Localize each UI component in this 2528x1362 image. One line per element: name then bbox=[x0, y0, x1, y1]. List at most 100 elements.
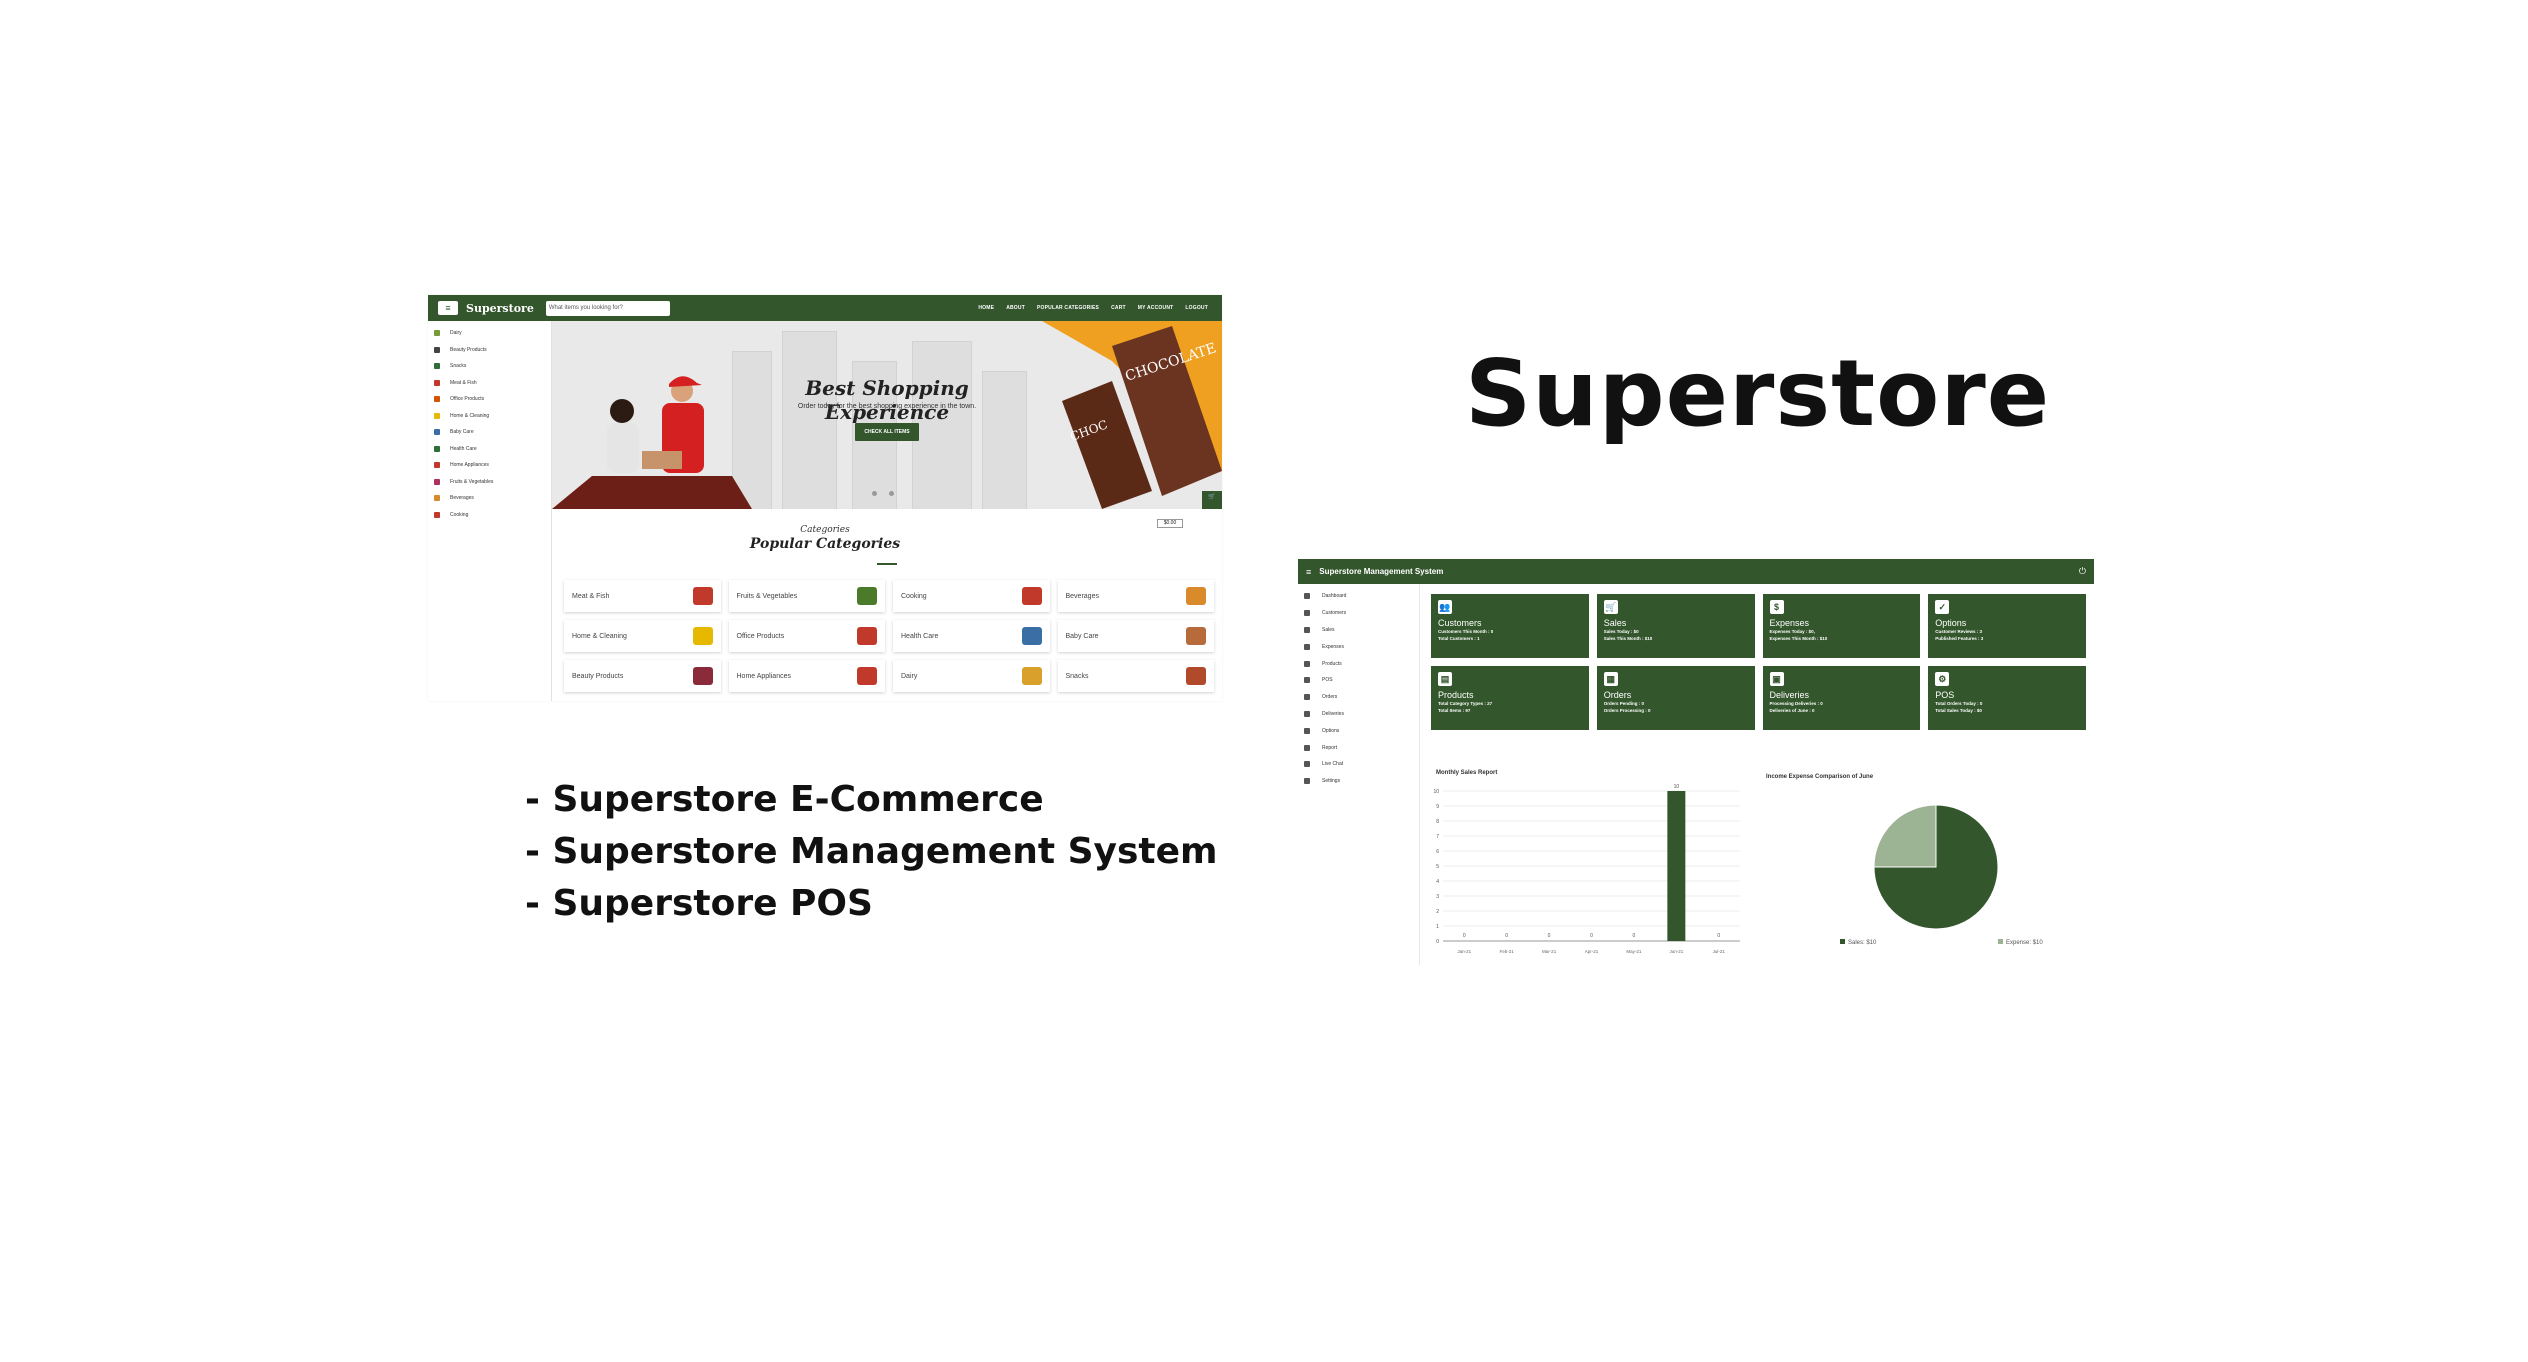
category-card-health-care[interactable]: Health Care bbox=[893, 620, 1050, 652]
x-tick-label: Apr-21 bbox=[1585, 949, 1599, 954]
category-label: Dairy bbox=[901, 672, 918, 680]
sidebar-item-health-care[interactable]: Health Care bbox=[428, 441, 551, 458]
beverages-icon bbox=[434, 495, 440, 502]
sidebar-item-expenses[interactable]: Expenses bbox=[1298, 638, 1419, 655]
stat-card-options[interactable]: ✓ Options Customer Reviews : 3 Published Fe… bbox=[1928, 594, 2086, 658]
sidebar-item-settings[interactable]: Settings bbox=[1298, 773, 1419, 790]
sidebar-item-sales[interactable]: Sales bbox=[1298, 622, 1419, 639]
stat-card-customers[interactable]: 👥 Customers Customers This Month : 0 Total … bbox=[1431, 594, 1589, 658]
stat-card-expenses[interactable]: $ Expenses Expenses Today : $0, Expenses Th… bbox=[1762, 594, 1921, 658]
search-input[interactable]: What items you looking for? bbox=[545, 300, 670, 316]
category-label: Beverages bbox=[1065, 592, 1099, 600]
sidebar-item-cooking[interactable]: Cooking bbox=[428, 507, 551, 524]
category-grid: Meat & Fish Fruits & Vegetables Cooking Bev… bbox=[564, 580, 1214, 692]
nav-link-home[interactable]: HOME bbox=[978, 305, 995, 311]
category-card-dairy[interactable]: Dairy bbox=[893, 660, 1050, 692]
nav-link-logout[interactable]: LOGOUT bbox=[1185, 305, 1208, 311]
gear-icon: ⚙ bbox=[1935, 672, 1950, 686]
x-tick-label: Mar-21 bbox=[1542, 949, 1557, 954]
category-card-office-products[interactable]: Office Products bbox=[728, 620, 885, 652]
category-card-baby-care[interactable]: Baby Care bbox=[1057, 620, 1214, 652]
category-card-fruits-and-vegetables[interactable]: Fruits & Vegetables bbox=[728, 580, 885, 612]
shop-navbar: ≡ Superstore What items you looking for?… bbox=[428, 295, 1222, 321]
stat-card-line: Expenses Today : $0, bbox=[1769, 629, 1815, 634]
stat-card-pos[interactable]: ⚙ POS Total Orders Today : 0 Total Sales To… bbox=[1928, 666, 2086, 730]
check-icon: ✓ bbox=[1935, 600, 1950, 614]
nav-link-my-account[interactable]: MY ACCOUNT bbox=[1137, 305, 1174, 311]
shop-brand[interactable]: Superstore bbox=[466, 301, 534, 315]
live-chat-icon bbox=[1304, 761, 1310, 768]
cart-icon[interactable]: 🛒 bbox=[1202, 491, 1222, 509]
menu-icon[interactable]: ≡ bbox=[1306, 566, 1312, 577]
stat-card-deliveries[interactable]: ▣ Deliveries Processing Deliveries : 0 Deli… bbox=[1762, 666, 1921, 730]
sidebar-item-label: Orders bbox=[1322, 694, 1338, 701]
stat-card-title: POS bbox=[1935, 690, 1955, 700]
category-label: Meat & Fish bbox=[572, 592, 610, 600]
sidebar-item-beauty-products[interactable]: Beauty Products bbox=[428, 342, 551, 359]
stat-card-orders[interactable]: ▦ Orders Orders Pending : 0 Orders Processi… bbox=[1596, 666, 1755, 730]
stat-card-line: Published Features : 3 bbox=[1935, 636, 1984, 641]
pie-slice bbox=[1873, 804, 1937, 868]
sidebar-item-label: Meat & Fish bbox=[450, 379, 477, 386]
category-card-home-appliances[interactable]: Home Appliances bbox=[728, 660, 885, 692]
sidebar-item-report[interactable]: Report bbox=[1298, 739, 1419, 756]
carousel-dots[interactable] bbox=[872, 491, 894, 496]
category-label: Health Care bbox=[901, 632, 939, 640]
data-label: 0 bbox=[1505, 933, 1508, 939]
sidebar-item-options[interactable]: Options bbox=[1298, 722, 1419, 739]
sidebar-item-home-and-cleaning[interactable]: Home & Cleaning bbox=[428, 408, 551, 425]
stat-card-line: Total Sales Today : $0 bbox=[1935, 708, 1982, 713]
stat-card-line: Total Customers : 1 bbox=[1438, 636, 1480, 641]
data-label: 0 bbox=[1548, 933, 1551, 939]
sidebar-item-office-products[interactable]: Office Products bbox=[428, 391, 551, 408]
nav-link-popular-categories[interactable]: POPULAR CATEGORIES bbox=[1036, 305, 1100, 311]
category-card-cooking[interactable]: Cooking bbox=[893, 580, 1050, 612]
sidebar-item-customers[interactable]: Customers bbox=[1298, 605, 1419, 622]
stat-card-sales[interactable]: 🛒 Sales Sales Today : $0 Sales This Month :… bbox=[1596, 594, 1755, 658]
category-card-beverages[interactable]: Beverages bbox=[1057, 580, 1214, 612]
sidebar-item-home-appliances[interactable]: Home Appliances bbox=[428, 457, 551, 474]
feature-list: - Superstore E-Commerce - Superstore Man… bbox=[525, 774, 1218, 930]
cooking-icon bbox=[434, 511, 440, 518]
category-label: Home & Cleaning bbox=[572, 632, 627, 640]
sidebar-item-fruits-and-vegetables[interactable]: Fruits & Vegetables bbox=[428, 474, 551, 491]
legend-label: Expense: $10 bbox=[2006, 940, 2043, 946]
page-title: Superstore bbox=[1465, 340, 2051, 447]
stat-card-line: Total Items : 97 bbox=[1438, 708, 1471, 713]
nav-link-cart[interactable]: CART bbox=[1111, 305, 1126, 311]
stat-card-line: Deliveries of June : 0 bbox=[1769, 708, 1815, 713]
mgmt-navbar: ≡ Superstore Management System ⏻ bbox=[1298, 559, 2094, 584]
dashboard-icon bbox=[1304, 593, 1310, 600]
clipboard-icon: ▦ bbox=[1603, 672, 1618, 686]
sidebar-item-deliveries[interactable]: Deliveries bbox=[1298, 706, 1419, 723]
menu-icon[interactable]: ≡ bbox=[438, 301, 458, 315]
category-card-home-and-cleaning[interactable]: Home & Cleaning bbox=[564, 620, 721, 652]
sidebar-item-pos[interactable]: POS bbox=[1298, 672, 1419, 689]
stat-card-line: Orders Processing : 0 bbox=[1603, 708, 1651, 713]
beverages-icon bbox=[1186, 587, 1206, 605]
products-icon bbox=[1304, 660, 1310, 667]
sidebar-item-beverages[interactable]: Beverages bbox=[428, 490, 551, 507]
sidebar-item-dairy[interactable]: Dairy bbox=[428, 325, 551, 342]
sidebar-item-orders[interactable]: Orders bbox=[1298, 689, 1419, 706]
sidebar-item-snacks[interactable]: Snacks bbox=[428, 358, 551, 375]
truck-icon: ▣ bbox=[1769, 672, 1784, 686]
sidebar-item-dashboard[interactable]: Dashboard bbox=[1298, 588, 1419, 605]
category-card-meat-and-fish[interactable]: Meat & Fish bbox=[564, 580, 721, 612]
sidebar-item-baby-care[interactable]: Baby Care bbox=[428, 424, 551, 441]
health-care-icon bbox=[1021, 627, 1042, 645]
category-card-snacks[interactable]: Snacks bbox=[1057, 660, 1214, 692]
stat-card-line: Total Orders Today : 0 bbox=[1935, 701, 1983, 706]
y-tick-label: 6 bbox=[1436, 849, 1439, 855]
sidebar-item-products[interactable]: Products bbox=[1298, 655, 1419, 672]
category-card-beauty-products[interactable]: Beauty Products bbox=[564, 660, 721, 692]
baby-care-icon bbox=[1186, 627, 1206, 645]
stat-card-products[interactable]: ▤ Products Total Category Types : 27 Total … bbox=[1431, 666, 1589, 730]
bar bbox=[1667, 791, 1686, 941]
check-all-items-button[interactable]: CHECK ALL ITEMS bbox=[855, 423, 919, 441]
nav-link-about[interactable]: ABOUT bbox=[1006, 305, 1025, 311]
sidebar-item-meat-and-fish[interactable]: Meat & Fish bbox=[428, 375, 551, 392]
sidebar-item-label: POS bbox=[1322, 677, 1333, 684]
power-icon[interactable]: ⏻ bbox=[2078, 566, 2086, 576]
sidebar-item-live-chat[interactable]: Live Chat bbox=[1298, 756, 1419, 773]
